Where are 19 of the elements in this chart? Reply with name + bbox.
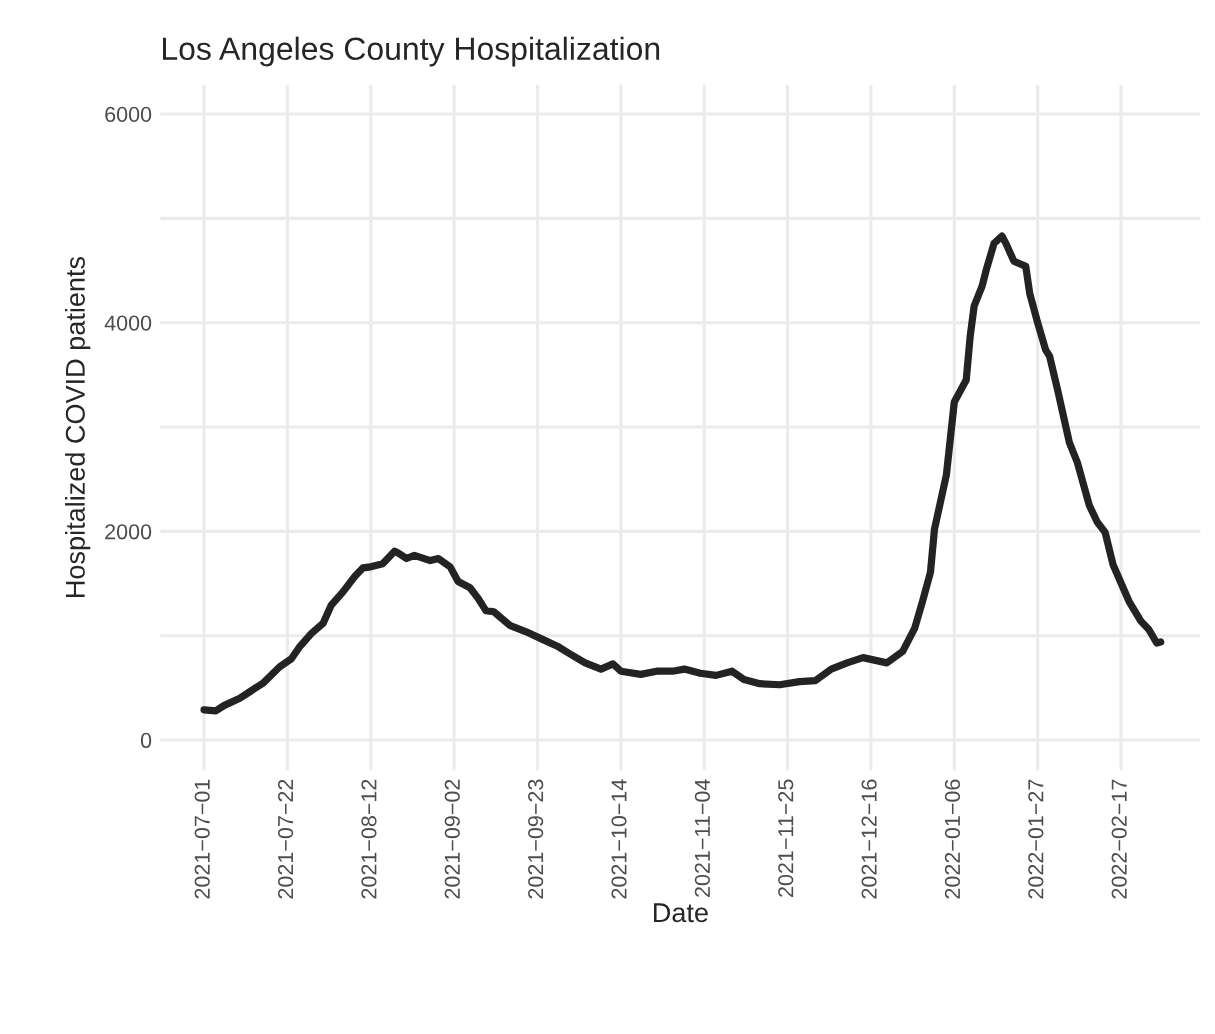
y-tick-label: 4000	[104, 315, 152, 331]
x-tick-label: 2021−07−01	[194, 779, 210, 899]
x-tick-label: 2021−11−04	[694, 779, 710, 897]
x-tick-label: 2022−01−06	[944, 779, 961, 899]
x-tick-label: 2021−09−02	[444, 779, 460, 899]
y-axis-title: Hospitalized COVID patients	[65, 256, 91, 597]
x-tick-label: 2022−02−17	[1111, 779, 1127, 899]
x-tick-label: 2021−09−23	[528, 779, 544, 899]
x-axis-title: Date	[654, 903, 708, 923]
x-tick-label: 2021−12−16	[861, 779, 877, 899]
x-tick-label: 2021−10−14	[611, 779, 627, 899]
y-tick-label: 2000	[105, 524, 152, 540]
y-tick-label: 6000	[105, 106, 152, 123]
x-tick-label: 2021−07−22	[277, 779, 294, 899]
y-tick-label: 0	[140, 732, 152, 749]
x-tick-label: 2022−01−27	[1028, 779, 1044, 899]
x-tick-label: 2021−11−25	[778, 779, 794, 897]
x-tick-label: 2021−08−12	[361, 779, 377, 899]
chart-title: Los Angeles County Hospitalization	[163, 36, 660, 67]
